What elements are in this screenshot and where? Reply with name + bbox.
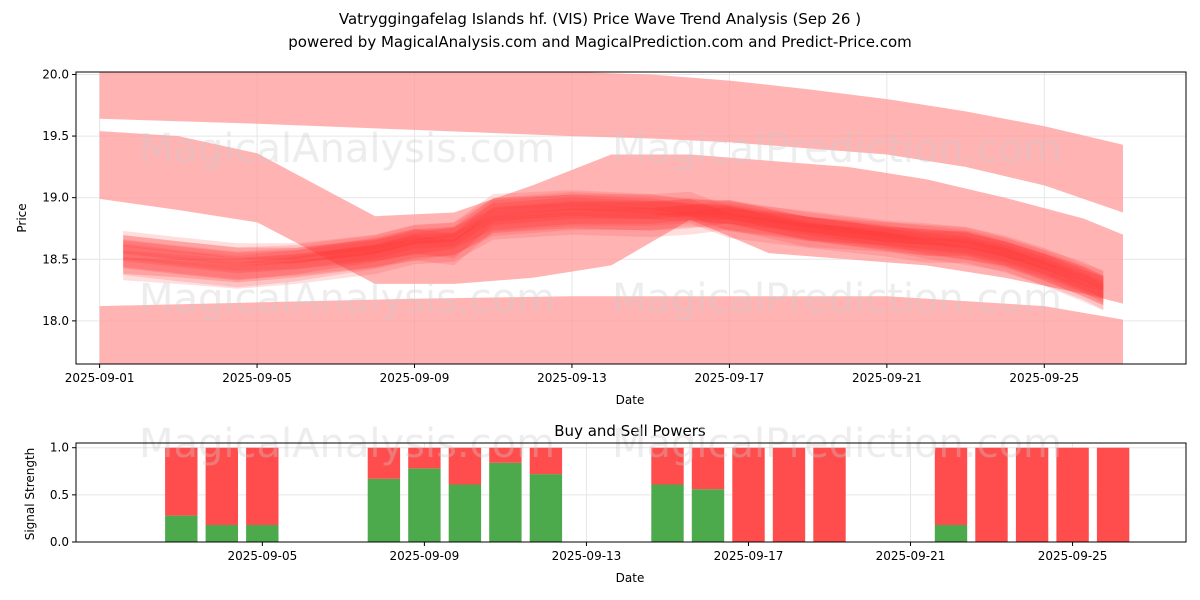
middle-band — [99, 131, 1124, 304]
sell-bar-13 — [934, 447, 968, 525]
top-y-tick-label-2: 19.0 — [42, 191, 69, 205]
wave-2-inner — [123, 198, 1104, 303]
figure-title: Vatryggingafelag Islands hf. (VIS) Price… — [339, 10, 861, 28]
bottom-plot-frame — [75, 442, 1187, 543]
sell-bar-6 — [489, 447, 522, 463]
bottom-chart-title: Buy and Sell Powers — [554, 422, 706, 440]
top-y-tick-label-4: 20.0 — [42, 67, 69, 81]
sell-bar-0 — [165, 447, 198, 516]
bottom-x-tick-label-3: 2025-09-17 — [714, 549, 784, 563]
top-x-tick-label-6: 2025-09-25 — [1009, 371, 1079, 385]
bottom-y-axis: 0.0 0.5 1.0 — [50, 441, 76, 549]
price-wave-chart: MagicalAnalysis.com MagicalPrediction.co… — [15, 67, 1187, 407]
sell-bar-5 — [448, 447, 482, 485]
wave-4-outer — [123, 200, 1104, 305]
sell-bar-9 — [691, 447, 725, 490]
signal-bars — [165, 447, 1130, 542]
wave-1-inner — [123, 204, 1104, 292]
top-x-tick-label-2: 2025-09-09 — [380, 371, 450, 385]
top-x-tick-label-3: 2025-09-13 — [537, 371, 607, 385]
buy-bar-3 — [367, 478, 401, 542]
sell-bar-14 — [975, 447, 1008, 542]
buy-bar-2 — [246, 525, 279, 542]
lower-band — [99, 296, 1123, 364]
wave-2-outer — [123, 191, 1104, 310]
bottom-x-tick-label-1: 2025-09-09 — [390, 549, 460, 563]
sell-bar-12 — [813, 447, 846, 542]
top-y-tick-label-3: 19.5 — [42, 129, 69, 143]
sell-bar-2 — [246, 447, 279, 525]
top-y-tick-label-1: 18.5 — [42, 252, 69, 266]
wave-3-outer — [123, 192, 1104, 311]
buy-bar-7 — [529, 474, 563, 542]
watermark-analysis-mid: MagicalAnalysis.com — [139, 276, 555, 322]
buy-bar-6 — [489, 462, 522, 542]
watermark-prediction-top: MagicalPrediction.com — [612, 126, 1062, 172]
sell-bar-15 — [1015, 447, 1049, 542]
buy-bar-8 — [651, 484, 684, 542]
buy-bar-13 — [934, 525, 968, 542]
buy-bar-0 — [165, 515, 198, 542]
bottom-x-tick-label-2: 2025-09-13 — [552, 549, 622, 563]
top-y-axis: 18.0 18.5 19.0 19.5 20.0 — [42, 67, 76, 328]
wave-4-inner — [123, 206, 1104, 299]
bottom-y-axis-label: Signal Strength — [23, 448, 37, 541]
bottom-x-tick-label-0: 2025-09-05 — [227, 549, 297, 563]
sell-bar-16 — [1056, 447, 1089, 542]
bottom-y-tick-label-2: 1.0 — [50, 441, 69, 455]
top-y-tick-label-0: 18.0 — [42, 314, 69, 328]
price-waves — [123, 190, 1104, 311]
sell-bar-3 — [367, 447, 401, 479]
top-plot-frame — [75, 71, 1187, 365]
top-x-tick-label-4: 2025-09-17 — [695, 371, 765, 385]
watermark-analysis-bottom: MagicalAnalysis.com — [139, 421, 555, 467]
figure-subtitle: powered by MagicalAnalysis.com and Magic… — [288, 33, 912, 51]
upper-band — [99, 72, 1124, 213]
buy-sell-power-chart: Buy and Sell Powers MagicalAnalysis.com … — [23, 421, 1187, 585]
top-x-tick-label-5: 2025-09-21 — [852, 371, 922, 385]
sell-bar-17 — [1096, 447, 1130, 542]
bottom-x-tick-label-5: 2025-09-25 — [1038, 549, 1108, 563]
price-bands — [99, 72, 1124, 364]
top-y-axis-label: Price — [15, 203, 29, 232]
watermark-prediction-mid: MagicalPrediction.com — [612, 276, 1062, 322]
buy-bar-1 — [205, 525, 238, 542]
sell-bar-10 — [732, 447, 765, 542]
bottom-y-tick-label-1: 0.5 — [50, 488, 69, 502]
sell-bar-1 — [205, 447, 238, 525]
bottom-x-axis: 2025-09-05 2025-09-09 2025-09-13 2025-09-17… — [227, 542, 1107, 563]
top-x-tick-label-1: 2025-09-05 — [222, 371, 292, 385]
bottom-y-tick-label-0: 0.0 — [50, 535, 69, 549]
watermark-prediction-bottom: MagicalPrediction.com — [612, 421, 1062, 467]
wave-5-outer — [123, 190, 1104, 292]
sell-bar-8 — [651, 447, 684, 485]
top-x-axis: 2025-09-01 2025-09-05 2025-09-09 2025-09-13… — [65, 364, 1079, 385]
sell-bar-11 — [772, 447, 806, 542]
wave-1-outer — [123, 198, 1104, 298]
sell-bar-4 — [408, 447, 441, 469]
buy-bar-4 — [408, 468, 441, 542]
top-x-tick-label-0: 2025-09-01 — [65, 371, 135, 385]
sell-bar-7 — [529, 447, 563, 475]
watermark-analysis-top: MagicalAnalysis.com — [139, 126, 555, 172]
bottom-x-tick-label-4: 2025-09-21 — [876, 549, 946, 563]
top-x-axis-label: Date — [616, 393, 645, 407]
buy-bar-5 — [448, 484, 482, 542]
wave-3-inner — [123, 197, 1104, 306]
buy-bar-9 — [691, 489, 725, 542]
bottom-x-axis-label: Date — [616, 571, 645, 585]
